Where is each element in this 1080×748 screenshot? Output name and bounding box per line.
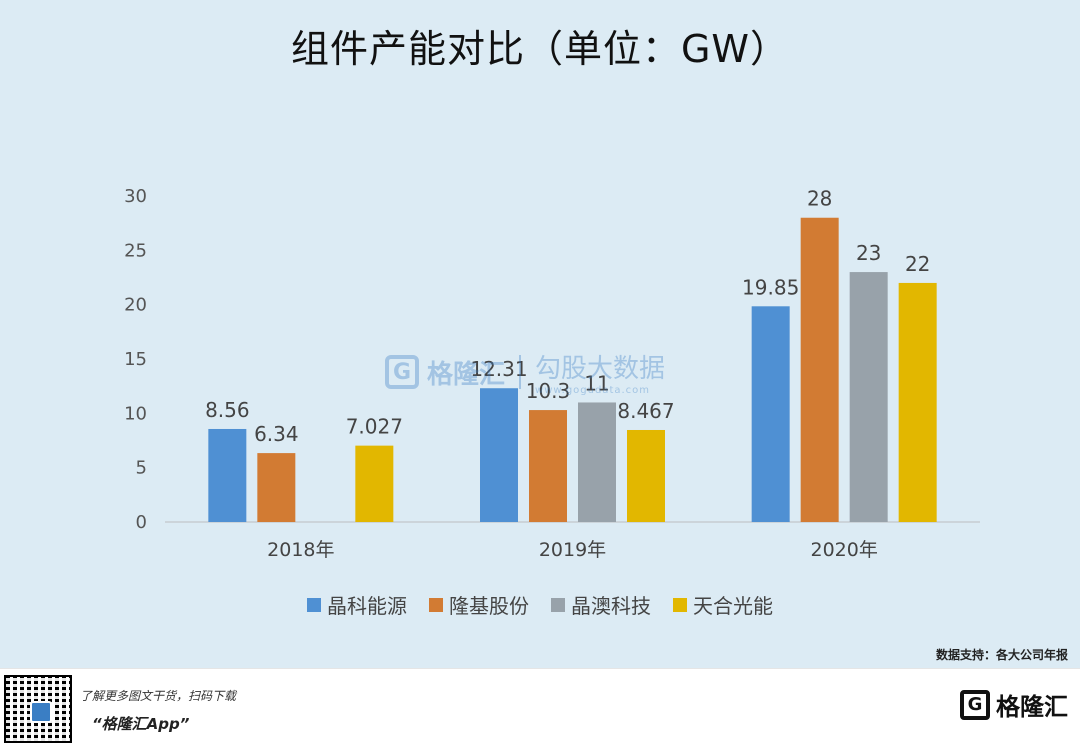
bar [208, 428, 247, 522]
legend-item: 天合光能 [673, 590, 773, 619]
x-category-label: 2020年 [810, 539, 877, 561]
bar [578, 402, 616, 522]
data-source: 数据支持：各大公司年报 [935, 648, 1068, 662]
data-label: 6.34 [254, 422, 299, 446]
bar [480, 388, 518, 522]
data-label: 11 [584, 371, 609, 395]
legend-label: 晶科能源 [327, 594, 407, 618]
bar [529, 410, 567, 522]
bar [257, 453, 296, 522]
legend-label: 晶澳科技 [571, 594, 651, 618]
footer-brand[interactable]: G 格隆汇 [960, 687, 1068, 722]
bar [355, 445, 394, 522]
watermark-brand: 格隆汇 [427, 359, 506, 390]
x-category-label: 2018年 [267, 539, 334, 561]
footer: 了解更多图文干货，扫码下载 “格隆汇App” G 格隆汇 [0, 668, 1080, 748]
data-label: 12.31 [470, 357, 527, 381]
brand-name: 格隆汇 [996, 693, 1068, 721]
data-label: 7.027 [346, 415, 403, 439]
data-label: 8.467 [617, 399, 674, 423]
data-label: 8.56 [205, 398, 250, 422]
watermark-product-block: 勾股大数据 www.gogudata.com [535, 348, 665, 396]
chart-area: 组件产能对比（单位：GW） 0 5 10 15 20 25 30 8.56 6.34 7.027 2… [0, 27, 1080, 662]
chart-title: 组件产能对比（单位：GW） [290, 27, 790, 71]
legend-swatch [551, 597, 565, 612]
legend-item: 隆基股份 [429, 590, 529, 619]
data-label: 23 [856, 241, 881, 265]
y-tick-label: 15 [124, 349, 147, 370]
watermark-url: www.gogudata.com [535, 385, 651, 396]
brand-logo-icon: G [960, 689, 990, 720]
x-category-label: 2019年 [539, 539, 606, 561]
legend-swatch [673, 597, 687, 612]
chart-legend: 晶科能源 隆基股份 晶澳科技 天合光能 [0, 590, 1080, 619]
y-tick-label: 5 [136, 458, 147, 479]
watermark-product: 勾股大数据 [535, 354, 666, 384]
y-tick-label: 30 [124, 186, 147, 207]
bar [751, 306, 790, 522]
y-tick-label: 10 [124, 403, 147, 424]
legend-label: 天合光能 [693, 594, 773, 618]
footer-tagline: 了解更多图文干货，扫码下载 [80, 689, 237, 703]
legend-label: 隆基股份 [449, 594, 529, 618]
watermark-logo-icon: G [385, 355, 419, 389]
data-label: 28 [807, 187, 832, 211]
legend-swatch [307, 597, 321, 612]
legend-item: 晶澳科技 [551, 590, 651, 619]
legend-swatch [429, 597, 443, 612]
bar [800, 217, 839, 522]
data-label: 19.85 [742, 275, 799, 299]
qr-code-icon[interactable] [4, 675, 72, 743]
footer-app-name: “格隆汇App” [92, 715, 190, 733]
bar [898, 282, 937, 522]
y-tick-label: 25 [124, 240, 147, 261]
data-label: 10.3 [526, 379, 571, 403]
y-tick-label: 20 [124, 295, 147, 316]
data-label: 22 [905, 252, 930, 276]
y-tick-label: 0 [136, 512, 147, 533]
bar [849, 272, 888, 522]
watermark-divider [519, 355, 522, 389]
bar [627, 429, 665, 522]
legend-item: 晶科能源 [307, 590, 407, 619]
qr-center-logo-icon [30, 701, 52, 723]
watermark: G 格隆汇 勾股大数据 www.gogudata.com [385, 348, 665, 396]
